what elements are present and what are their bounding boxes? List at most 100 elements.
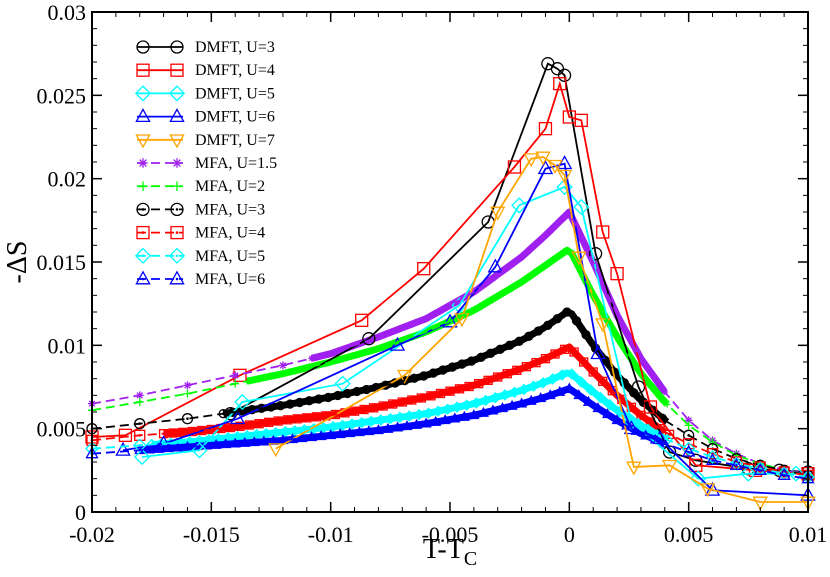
data-point	[169, 134, 185, 149]
data-point	[135, 108, 151, 123]
x-tick-label: 0.01	[789, 522, 828, 547]
x-tick-label: 0.005	[664, 522, 714, 547]
data-point	[136, 63, 150, 77]
data-point	[682, 444, 696, 457]
data-point	[115, 441, 131, 456]
data-point	[229, 410, 246, 425]
data-point	[501, 288, 509, 296]
data-point	[135, 398, 144, 406]
data-point	[458, 410, 470, 421]
data-point	[428, 368, 438, 378]
data-point	[752, 496, 768, 511]
series-line	[91, 345, 809, 477]
data-point	[375, 414, 387, 426]
x-tick-label: -0.01	[308, 522, 354, 547]
data-point	[596, 225, 610, 239]
data-point	[777, 467, 791, 480]
data-point	[317, 352, 325, 360]
x-tick-label: 0	[564, 522, 575, 547]
data-point	[138, 158, 148, 168]
data-point	[590, 345, 606, 360]
series-line	[91, 210, 809, 475]
data-point	[554, 385, 566, 396]
data-point	[523, 153, 539, 168]
legend-item: DMFT, U=7	[135, 132, 275, 149]
x-tick-label: -0.005	[422, 522, 479, 547]
series-line	[141, 185, 797, 480]
series-line	[91, 80, 809, 475]
y-tick-label: 0.02	[48, 167, 87, 192]
y-tick-label: 0.01	[48, 333, 87, 358]
data-point	[511, 283, 518, 290]
y-tick-label: 0.03	[48, 0, 87, 25]
x-tick-label: -0.015	[183, 522, 240, 547]
data-point	[387, 341, 394, 348]
data-point	[700, 483, 716, 498]
series-line	[275, 156, 808, 503]
data-point	[684, 421, 693, 430]
x-axis-title-subscript: C	[464, 548, 477, 570]
data-point	[417, 262, 431, 276]
data-point	[168, 247, 186, 264]
legend-label: MFA, U=3	[195, 201, 265, 218]
data-point	[118, 428, 133, 442]
legend-label: MFA, U=2	[195, 178, 265, 195]
data-point	[553, 77, 567, 91]
data-point	[135, 134, 151, 149]
data-point	[134, 418, 146, 430]
data-point	[183, 389, 192, 398]
data-point	[234, 393, 251, 411]
data-point	[135, 270, 151, 285]
data-point	[135, 391, 144, 400]
data-point	[172, 158, 182, 168]
legend-item: MFA, U=5	[134, 247, 265, 265]
data-point	[538, 122, 553, 136]
data-point	[511, 197, 528, 214]
data-point	[168, 85, 186, 102]
data-point	[547, 159, 563, 174]
data-point	[549, 257, 556, 264]
series-line	[91, 309, 809, 477]
data-point	[457, 359, 467, 369]
legend-item: MFA, U=6	[135, 270, 265, 288]
data-point	[507, 160, 522, 174]
series-line	[91, 247, 809, 477]
data-point	[652, 430, 668, 445]
data-point	[268, 443, 284, 458]
legend-item: MFA, U=1.5	[137, 155, 277, 172]
legend-item: DMFT, U=3	[136, 39, 275, 56]
data-point	[595, 318, 611, 333]
y-tick-label: 0.015	[37, 250, 87, 275]
data-point	[355, 313, 369, 327]
data-point	[495, 344, 505, 354]
data-point	[558, 250, 566, 257]
data-point	[389, 336, 406, 351]
data-point	[740, 465, 757, 482]
x-axis-title: T-TC	[423, 534, 477, 570]
data-point	[134, 448, 151, 466]
data-point	[132, 438, 147, 453]
data-point	[535, 151, 551, 166]
data-point	[334, 375, 351, 392]
data-point	[136, 202, 150, 217]
data-point	[490, 206, 506, 221]
data-point	[136, 40, 150, 54]
y-tick-label: 0	[75, 500, 86, 525]
data-point	[537, 160, 554, 175]
legend-item: DMFT, U=5	[134, 85, 275, 102]
data-point	[708, 438, 717, 446]
legend: DMFT, U=3 DMFT, U=4 DMFT, U=5 DMFT, U=6 DMFT…	[134, 39, 277, 288]
data-point	[454, 313, 470, 328]
data-point	[170, 225, 184, 240]
data-point	[662, 445, 677, 459]
data-point	[690, 470, 707, 487]
data-point	[643, 400, 658, 414]
data-point	[518, 253, 525, 261]
legend-item: MFA, U=2	[137, 178, 265, 195]
series-line	[229, 62, 809, 473]
legend-label: DMFT, U=4	[195, 62, 275, 79]
data-point	[571, 251, 587, 266]
y-axis-title: -ΔS	[2, 241, 33, 284]
data-point	[134, 429, 146, 441]
